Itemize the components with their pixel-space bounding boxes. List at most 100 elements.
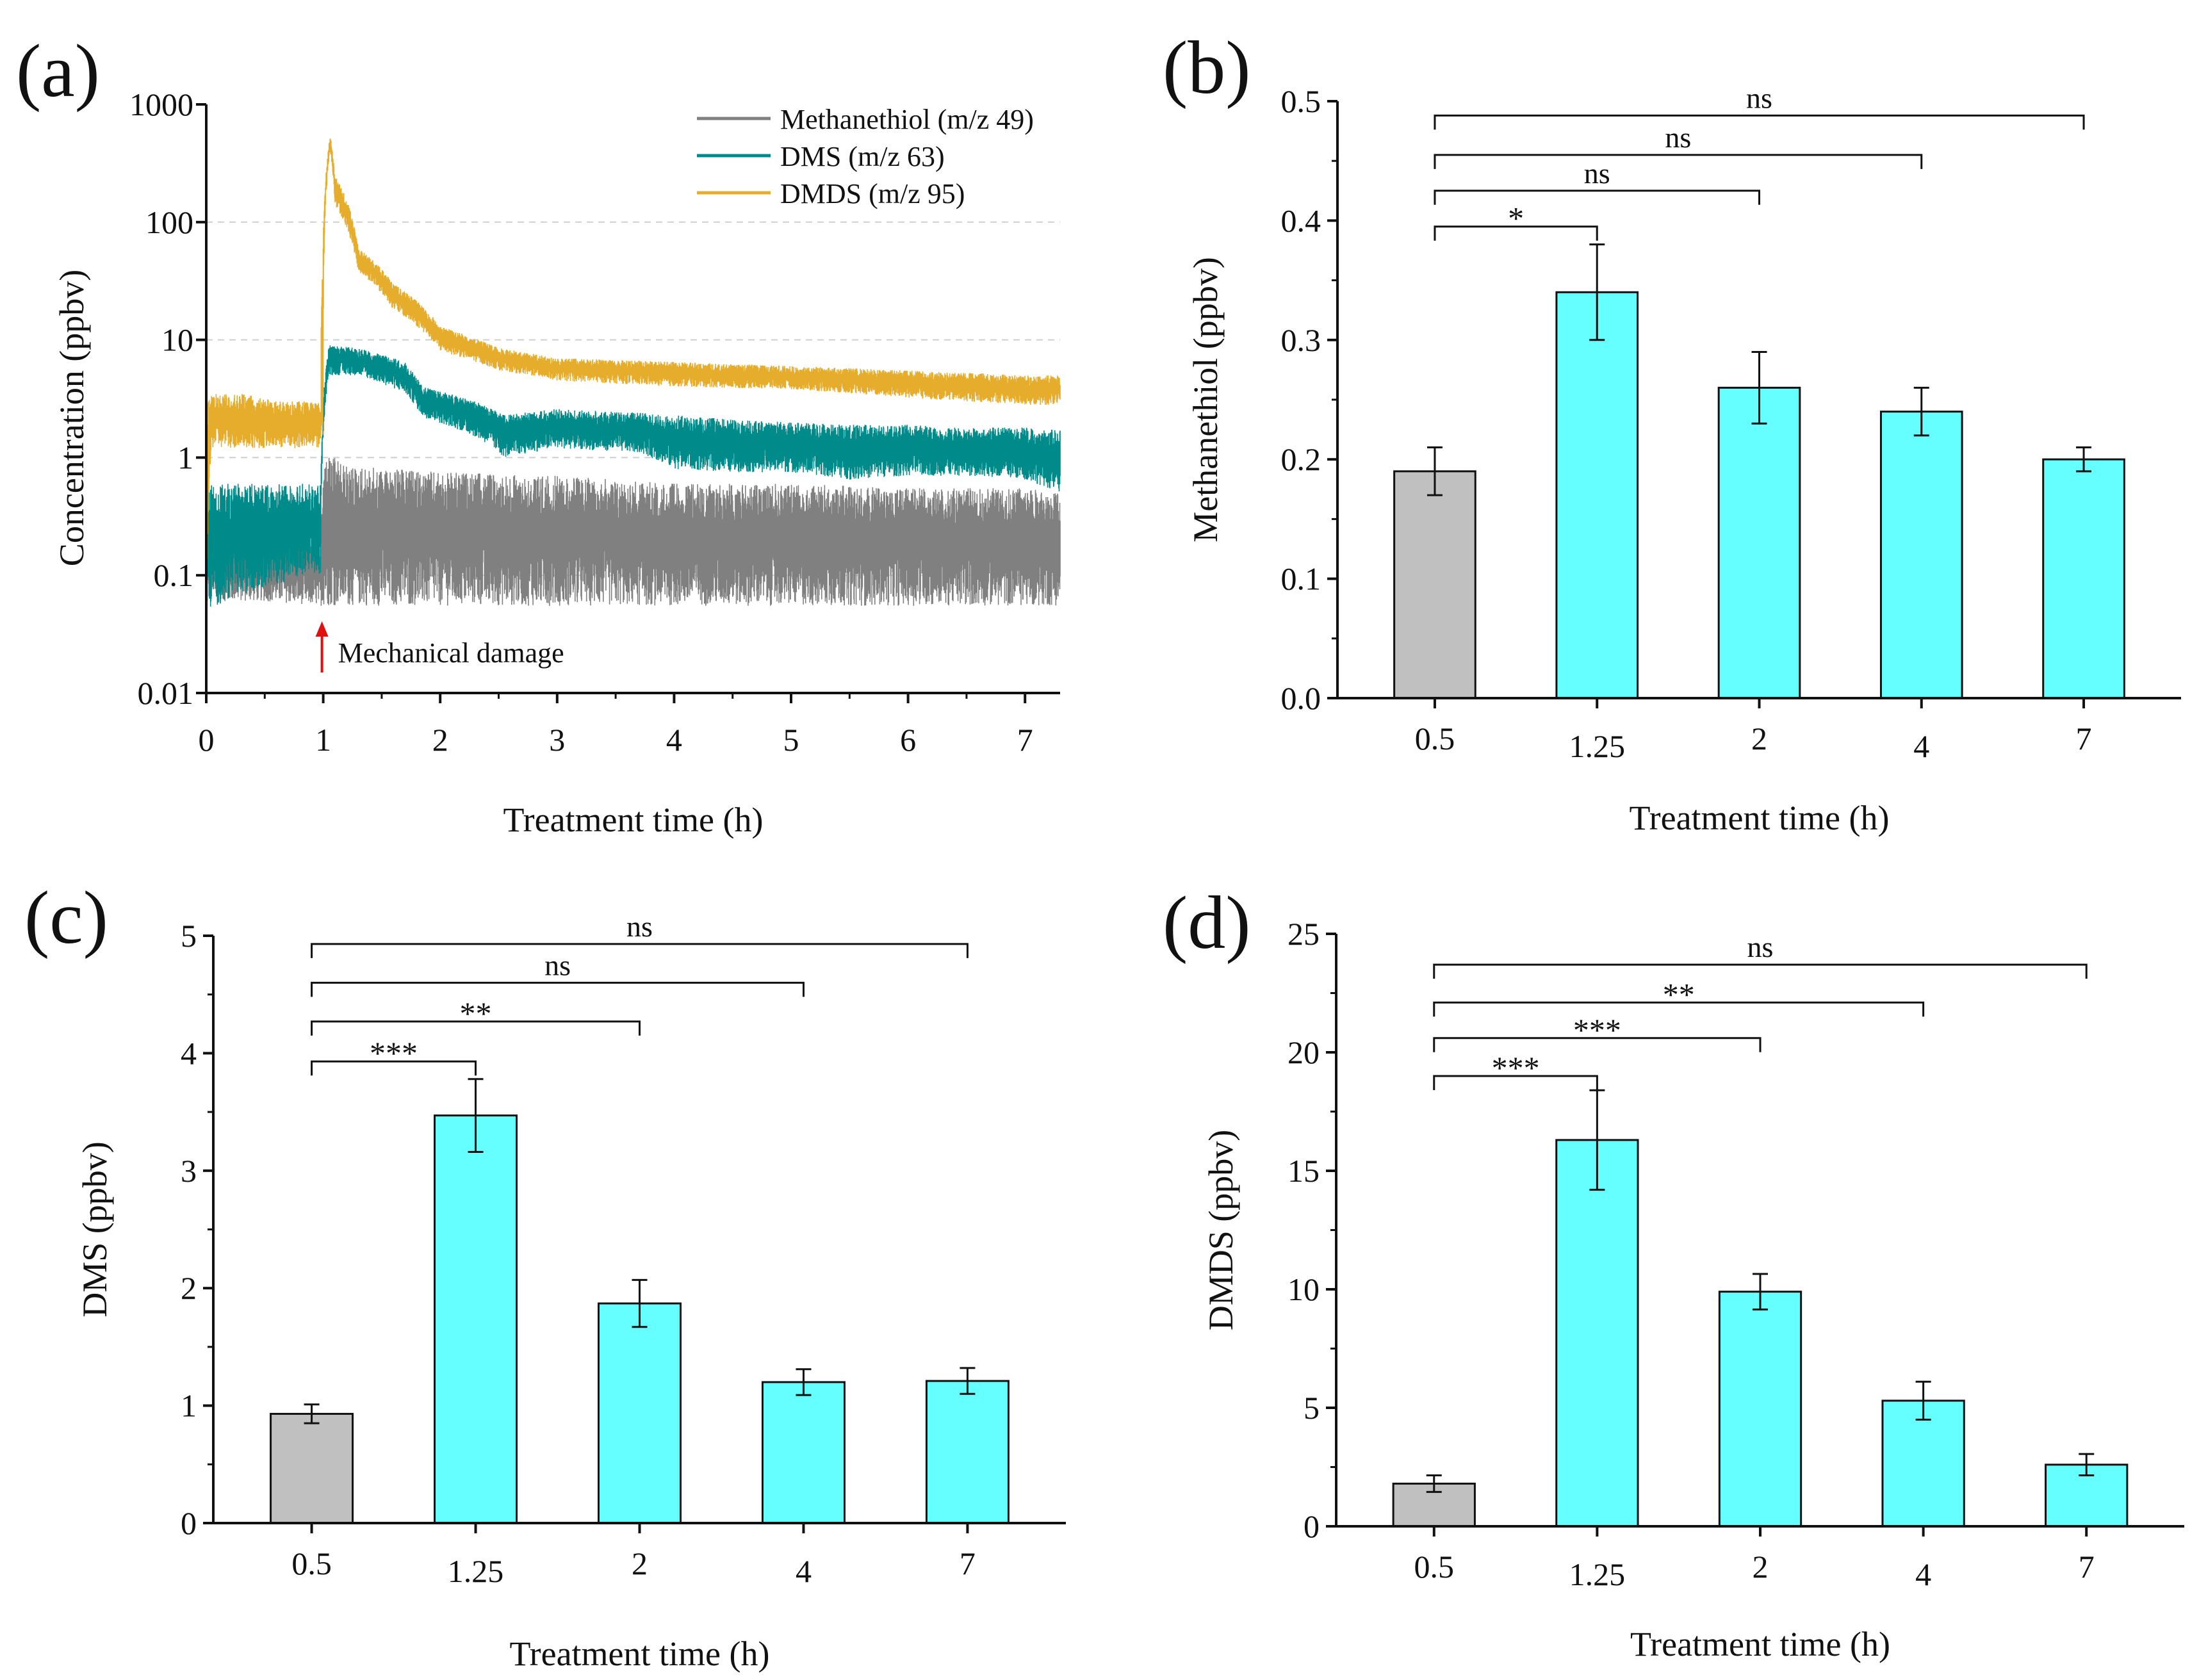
x-tick-label: 4 (1915, 1556, 1931, 1592)
x-tick-label: 2 (632, 1545, 648, 1581)
significance-label: *** (1573, 1012, 1621, 1048)
panel-label: (b) (1163, 26, 1251, 110)
x-tick-label: 0.5 (1414, 1549, 1455, 1585)
bar (1879, 411, 1963, 699)
x-axis-label: Treatment time (h) (510, 1635, 770, 1673)
x-tick-label: 7 (1017, 722, 1033, 758)
x-tick-label: 4 (1913, 728, 1929, 764)
significance-bracket (311, 943, 969, 958)
x-tick-label: 4 (796, 1553, 812, 1589)
y-tick-label: 0.1 (1281, 561, 1321, 597)
x-tick-label: 7 (2076, 721, 2092, 756)
y-tick-label: 0.2 (1281, 441, 1321, 477)
bar (925, 1380, 1010, 1524)
y-tick-label: 0 (1304, 1508, 1320, 1544)
x-tick-label: 1.25 (1569, 1556, 1626, 1592)
x-tick-label: 0 (199, 722, 215, 758)
significance-bracket (311, 1020, 641, 1036)
y-tick-label: 10 (1288, 1271, 1320, 1307)
y-tick-label: 0.01 (138, 675, 194, 711)
x-tick-label: 0.5 (291, 1545, 332, 1581)
legend-entry: DMDS (m/z 95) (780, 178, 965, 209)
x-tick-label: 2 (1751, 721, 1767, 756)
x-tick-label: 1.25 (448, 1553, 504, 1589)
x-axis-label: Treatment time (h) (1630, 799, 1890, 837)
y-tick-label: 15 (1288, 1153, 1320, 1189)
y-tick-label: 1 (177, 439, 193, 475)
y-tick-label: 4 (181, 1035, 197, 1071)
x-axis-label: Treatment time (h) (503, 801, 764, 839)
significance-label: ns (1665, 121, 1691, 154)
significance-label: ** (460, 995, 492, 1031)
significance-bracket (311, 1060, 477, 1076)
significance-bracket (311, 981, 805, 997)
y-tick-label: 0.3 (1281, 322, 1321, 358)
significance-bracket (1434, 114, 2085, 130)
x-tick-label: 1 (315, 722, 331, 758)
y-axis-label: DMS (ppbv) (76, 1141, 114, 1317)
bar (1718, 1291, 1803, 1528)
bar (761, 1381, 846, 1524)
x-tick-label: 7 (2079, 1549, 2095, 1585)
y-tick-label: 100 (145, 204, 193, 240)
y-tick-label: 5 (181, 918, 197, 954)
bar (1555, 291, 1639, 699)
bar (1555, 1139, 1639, 1528)
y-tick-label: 10 (161, 322, 193, 358)
x-tick-label: 4 (666, 722, 682, 758)
x-tick-label: 2 (1753, 1549, 1769, 1585)
panel-a: (a) 0 1 2 3 4 5 6 7 0.01 0.1 1 10 100 1000 Concentratio… (16, 29, 1061, 839)
annotation-label: Mechanical damage (338, 637, 564, 669)
panel-label: (c) (24, 876, 108, 959)
bar (1717, 386, 1801, 699)
y-tick-label: 0.4 (1281, 202, 1321, 238)
significance-bracket (1433, 1001, 1925, 1017)
bar (1393, 470, 1476, 699)
significance-bracket (1434, 190, 1760, 205)
x-tick-label: 3 (549, 722, 565, 758)
significance-label: ns (626, 910, 653, 943)
panel-label: (a) (16, 29, 100, 113)
x-tick-label: 7 (960, 1545, 976, 1581)
bar (598, 1302, 682, 1524)
y-tick-label: 5 (1304, 1390, 1320, 1426)
y-tick-label: 0 (181, 1505, 197, 1541)
y-tick-label: 0.0 (1281, 680, 1321, 716)
y-tick-label: 20 (1288, 1034, 1320, 1070)
panel-b: (b) 0.5 1.25 2 4 7 0.0 0.1 0.2 0.3 0.4 0.5 Methaneth… (1163, 26, 2181, 837)
significance-bracket (1434, 154, 1923, 169)
bar (1881, 1399, 1965, 1528)
significance-label: *** (370, 1035, 418, 1071)
significance-bracket (1434, 225, 1598, 241)
bar (2042, 458, 2125, 699)
significance-bracket (1433, 1075, 1598, 1090)
y-tick-label: 1000 (129, 86, 193, 122)
y-tick-label: 1 (181, 1388, 197, 1424)
x-axis-label: Treatment time (h) (1630, 1625, 1890, 1663)
panel-d: (d) 0.5 1.25 2 4 7 0 5 10 15 20 25 DMDS (ppbv) Treatm… (1163, 881, 2184, 1663)
y-axis-label: Methanethiol (ppbv) (1186, 257, 1225, 542)
significance-label: ** (1663, 976, 1695, 1012)
x-tick-label: 5 (783, 722, 799, 758)
significance-label: ns (1747, 931, 1774, 963)
panel-c: (c) 0.5 1.25 2 4 7 0 1 2 3 4 5 DMS (ppbv) Treatment t… (24, 876, 1066, 1673)
legend-entry: DMS (m/z 63) (780, 141, 945, 172)
y-tick-label: 0.1 (154, 557, 194, 593)
y-tick-label: 2 (181, 1270, 197, 1306)
bar (270, 1412, 354, 1524)
y-tick-label: 3 (181, 1153, 197, 1189)
significance-label: ns (1746, 81, 1772, 114)
significance-label: *** (1492, 1050, 1540, 1086)
x-tick-label: 6 (900, 722, 916, 758)
y-tick-label: 0.5 (1281, 83, 1321, 119)
significance-label: ns (1584, 157, 1610, 190)
x-tick-label: 2 (432, 722, 448, 758)
bar (434, 1114, 518, 1524)
y-tick-label: 25 (1288, 916, 1320, 952)
significance-label: ns (544, 949, 571, 981)
y-axis-label: DMDS (ppbv) (1202, 1130, 1240, 1331)
x-tick-label: 0.5 (1415, 721, 1455, 756)
significance-label: * (1508, 200, 1524, 236)
